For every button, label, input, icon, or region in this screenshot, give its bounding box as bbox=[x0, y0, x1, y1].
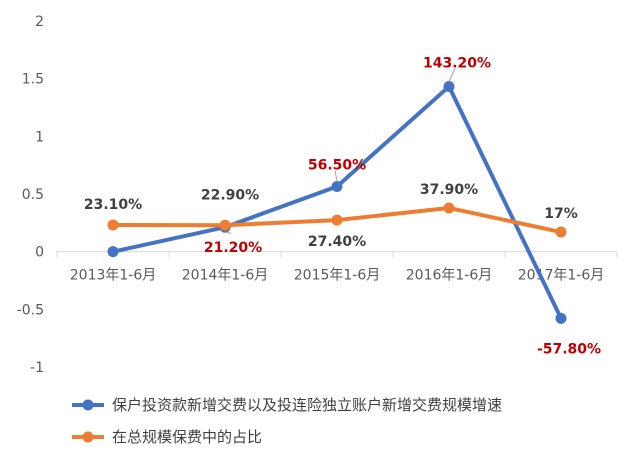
x-tick-label: 2013年1-6月 bbox=[70, 268, 157, 284]
y-tick-label: 0.5 bbox=[22, 187, 44, 203]
x-tick-label: 2014年1-6月 bbox=[182, 268, 269, 284]
data-label: 23.10% bbox=[84, 197, 142, 213]
y-tick-label: 2 bbox=[35, 14, 44, 30]
series-1-point bbox=[443, 81, 455, 93]
y-tick-label: -0.5 bbox=[17, 302, 44, 318]
data-label: 17% bbox=[544, 206, 578, 222]
label-leader-line bbox=[224, 231, 232, 234]
legend-marker-2 bbox=[82, 431, 94, 443]
data-label: 37.90% bbox=[420, 182, 478, 198]
label-layer: 21.20% 56.50% 143.20% -57.80% 23.10% 22.90% 27… bbox=[84, 56, 601, 358]
legend-label-1: 保户投资款新增交费以及投连险独立账户新增交费规模增速 bbox=[112, 396, 502, 414]
legend-label-2: 在总规模保费中的占比 bbox=[112, 428, 262, 446]
series-2-point bbox=[443, 202, 455, 214]
x-tick-label: 2017年1-6月 bbox=[518, 268, 605, 284]
series-2-point bbox=[107, 219, 119, 231]
series-1-point bbox=[107, 246, 119, 258]
series-2-point bbox=[555, 226, 567, 238]
data-label: 22.90% bbox=[201, 187, 259, 203]
series-2-point bbox=[331, 214, 343, 226]
y-tick-label: 0 bbox=[35, 245, 44, 261]
series-1-point bbox=[331, 181, 343, 193]
series-1-point bbox=[555, 312, 567, 324]
label-leader-line bbox=[334, 170, 338, 182]
series-layer bbox=[107, 81, 567, 324]
legend-marker-1 bbox=[82, 399, 94, 411]
data-label: 56.50% bbox=[308, 158, 366, 174]
x-tick-label: 2015年1-6月 bbox=[294, 268, 381, 284]
data-label: 27.40% bbox=[308, 234, 366, 250]
y-tick-label: -1 bbox=[30, 360, 44, 376]
y-tick-label: 1.5 bbox=[22, 72, 44, 88]
data-label: -57.80% bbox=[537, 341, 601, 357]
x-tick-label: 2016年1-6月 bbox=[406, 268, 493, 284]
data-label: 21.20% bbox=[204, 240, 262, 256]
data-label: 143.20% bbox=[423, 56, 491, 72]
label-leader-line bbox=[448, 68, 456, 82]
y-tick-label: 1 bbox=[35, 129, 44, 145]
series-2-point bbox=[219, 219, 231, 231]
